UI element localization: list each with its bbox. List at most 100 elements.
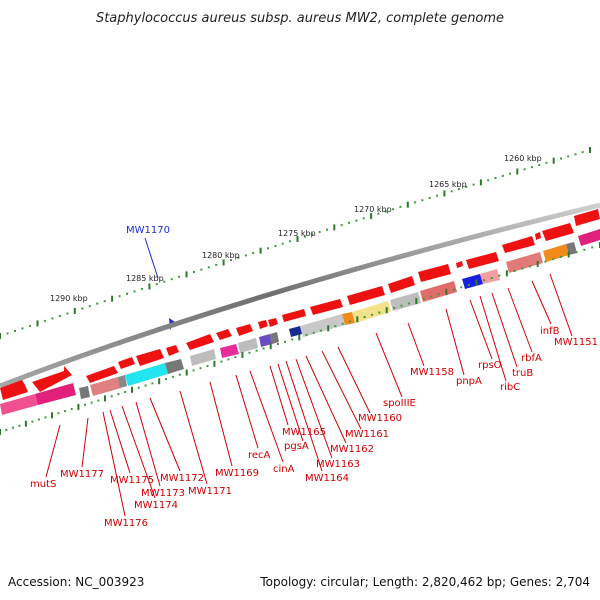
gene-arrow[interactable] (310, 299, 343, 315)
gene-arrow[interactable] (388, 276, 415, 293)
feature-block[interactable] (300, 314, 345, 337)
gene-label-mw1162[interactable]: MW1162 (330, 444, 374, 455)
gene-label-rbfA[interactable]: rbfA (521, 353, 542, 364)
gene-arrow[interactable] (574, 209, 600, 226)
minor-tick (498, 274, 501, 277)
minor-tick (349, 320, 351, 323)
feature-block[interactable] (118, 375, 127, 388)
forward-strand-genes (0, 209, 600, 400)
gene-arrow[interactable] (502, 236, 535, 253)
gene-arrow[interactable] (216, 329, 232, 340)
feature-block[interactable] (270, 332, 279, 344)
gene-label-mw1151[interactable]: MW1151 (554, 337, 598, 348)
gene-label-mw1158[interactable]: MW1158 (410, 367, 454, 378)
gene-arrow[interactable] (0, 380, 28, 400)
gene-arrow[interactable] (456, 261, 463, 268)
gene-label-mw1161[interactable]: MW1161 (345, 429, 389, 440)
feature-block[interactable] (0, 394, 38, 415)
feature-block[interactable] (578, 229, 600, 246)
feature-block[interactable] (165, 359, 184, 374)
feature-block[interactable] (125, 363, 168, 386)
gene-label-infB[interactable]: infB (540, 326, 560, 337)
minor-tick (363, 316, 366, 318)
feature-block[interactable] (79, 386, 90, 399)
minor-tick (452, 288, 455, 291)
feature-block[interactable] (190, 349, 216, 366)
feature-block[interactable] (220, 344, 239, 358)
gene-arrow[interactable] (542, 223, 574, 241)
minor-tick (407, 302, 410, 305)
feature-block[interactable] (90, 377, 121, 396)
minor-tick (319, 329, 322, 332)
gene-label-mw1160[interactable]: MW1160 (358, 413, 402, 424)
major-tick (505, 270, 508, 277)
gene-label-mw1165[interactable]: MW1165 (282, 427, 326, 438)
gene-arrow[interactable] (466, 252, 499, 269)
gene-arrow[interactable] (418, 264, 451, 282)
feature-block[interactable] (390, 292, 421, 311)
gene-arrow[interactable] (347, 286, 385, 305)
minor-tick (155, 283, 158, 286)
gene-label-mw1175[interactable]: MW1175 (110, 475, 154, 486)
minor-tick (559, 255, 562, 258)
gene-label-mw1174[interactable]: MW1174 (134, 500, 178, 511)
feature-block[interactable] (259, 334, 272, 347)
gene-arrow[interactable] (118, 357, 135, 369)
feature-block[interactable] (238, 338, 258, 353)
minor-tick (538, 164, 541, 166)
gene-arrow[interactable] (186, 334, 214, 350)
gene-label-mw1173[interactable]: MW1173 (141, 488, 185, 499)
selected-gene-label[interactable]: MW1170 (126, 225, 170, 236)
major-tick (269, 343, 272, 350)
minor-tick (200, 268, 203, 271)
gene-label-rpsO[interactable]: rpsO (478, 360, 502, 371)
gene-arrow[interactable] (236, 324, 253, 336)
gene-label-mutS[interactable]: mutS (30, 479, 56, 490)
gene-arrow[interactable] (282, 309, 306, 322)
gene-arrow[interactable] (258, 320, 268, 329)
scale-label-1260: 1260 kbp (504, 154, 542, 163)
gene-label-recA[interactable]: recA (248, 450, 271, 461)
minor-tick (421, 199, 424, 202)
feature-block[interactable] (543, 244, 569, 262)
feature-block[interactable] (506, 252, 543, 273)
feature-block[interactable] (420, 281, 457, 302)
gene-arrow[interactable] (32, 366, 72, 392)
gene-label-mw1164[interactable]: MW1164 (305, 473, 349, 484)
minor-tick (165, 378, 167, 381)
feature-block[interactable] (352, 301, 391, 323)
feature-block[interactable] (480, 269, 500, 284)
gene-arrow[interactable] (86, 366, 118, 383)
gene-arrow[interactable] (166, 345, 179, 356)
feature-block[interactable] (462, 274, 483, 289)
feature-block[interactable] (289, 326, 302, 337)
gene-label-mw1171[interactable]: MW1171 (188, 486, 232, 497)
major-tick (333, 224, 336, 231)
minor-tick (305, 334, 308, 337)
gene-label-mw1176[interactable]: MW1176 (104, 518, 148, 529)
minor-tick (591, 246, 594, 249)
gene-label-mw1177[interactable]: MW1177 (60, 469, 104, 480)
gene-label-pgsA[interactable]: pgsA (284, 441, 309, 452)
gene-label-truB[interactable]: truB (512, 368, 533, 379)
minor-tick (487, 179, 490, 182)
minor-tick (458, 188, 460, 191)
minor-tick (5, 428, 8, 431)
minor-tick (530, 166, 533, 169)
minor-tick (422, 297, 425, 300)
minor-tick (11, 426, 14, 429)
minor-tick (70, 408, 73, 410)
gene-arrow[interactable] (136, 349, 164, 366)
gene-arrow[interactable] (268, 318, 278, 327)
gene-label-mw1163[interactable]: MW1163 (316, 459, 360, 470)
gene-label-pnpA[interactable]: pnpA (456, 376, 482, 387)
gene-label-mw1172[interactable]: MW1172 (160, 473, 204, 484)
feature-block[interactable] (342, 312, 355, 325)
gene-label-cinA[interactable]: cinA (273, 464, 295, 475)
gene-label-mw1169[interactable]: MW1169 (215, 468, 259, 479)
gene-arrow[interactable] (535, 232, 541, 240)
feature-block[interactable] (35, 383, 76, 405)
gene-label-spoIIIE[interactable]: spoIIIE (383, 398, 416, 409)
gene-label-ribC[interactable]: ribC (500, 382, 520, 393)
minor-tick (523, 168, 526, 171)
